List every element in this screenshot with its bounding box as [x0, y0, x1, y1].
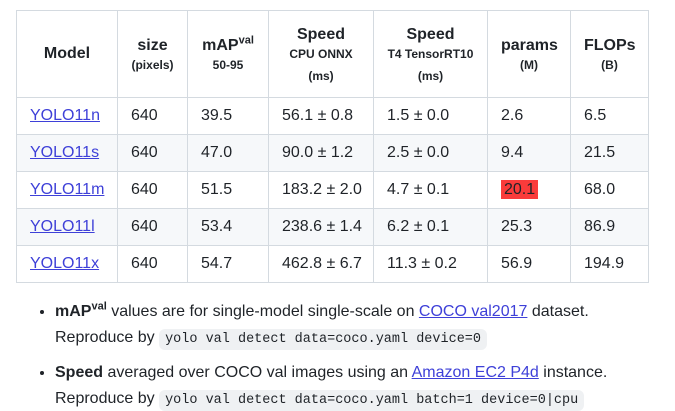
cell-speed-cpu: 462.8 ± 6.7 — [268, 245, 374, 283]
column-header-model: Model — [16, 10, 118, 98]
column-sublabel: (B) — [601, 58, 618, 72]
cell-speed-t4: 6.2 ± 0.1 — [373, 208, 488, 246]
cell-model: YOLO11s — [16, 134, 118, 172]
coco-val2017-link[interactable]: COCO val2017 — [418, 303, 528, 320]
column-label: params — [501, 37, 558, 54]
column-header-map: mAPval 50-95 — [187, 10, 269, 98]
cell-map: 53.4 — [187, 208, 269, 246]
cell-map: 39.5 — [187, 97, 269, 135]
note-text: values are for single-model single-scale… — [106, 303, 419, 320]
column-label: FLOPs — [584, 37, 636, 54]
cell-speed-cpu: 183.2 ± 2.0 — [268, 171, 374, 209]
column-sublabel: (ms) — [308, 69, 334, 83]
cell-flops: 68.0 — [570, 171, 649, 209]
superscript-val: val — [91, 300, 107, 313]
column-label: Speed — [406, 26, 455, 43]
cell-map: 47.0 — [187, 134, 269, 172]
note-map: mAPval values are for single-model singl… — [55, 299, 675, 353]
header-row: Model size (pixels) mAPval 50-95 Speed C… — [16, 10, 649, 98]
column-header-flops: FLOPs (B) — [570, 10, 649, 98]
table-row-yolo11s: YOLO11s 640 47.0 90.0 ± 1.2 2.5 ± 0.0 9.… — [16, 134, 649, 172]
note-text-end: instance. — [538, 364, 608, 381]
cell-map: 51.5 — [187, 171, 269, 209]
model-link-yolo11m[interactable]: YOLO11m — [30, 181, 105, 198]
model-link-yolo11x[interactable]: YOLO11x — [30, 255, 100, 272]
table-row-yolo11x: YOLO11x 640 54.7 462.8 ± 6.7 11.3 ± 0.2 … — [16, 245, 649, 283]
cell-flops: 21.5 — [570, 134, 649, 172]
note-speed: Speed averaged over COCO val images usin… — [55, 360, 675, 411]
reproduce-label: Reproduce by — [55, 390, 160, 407]
note-text: averaged over COCO val images using an — [103, 364, 412, 381]
model-link-yolo11n[interactable]: YOLO11n — [30, 107, 100, 124]
column-sublabel: (pixels) — [131, 58, 174, 72]
cell-size: 640 — [117, 134, 188, 172]
benchmark-table: Model size (pixels) mAPval 50-95 Speed C… — [16, 10, 649, 283]
cell-params: 20.1 — [487, 171, 571, 209]
cell-speed-cpu: 56.1 ± 0.8 — [268, 97, 374, 135]
column-label: size — [137, 37, 168, 54]
column-sublabel: T4 TensorRT10 — [387, 47, 474, 61]
cell-model: YOLO11m — [16, 171, 118, 209]
amazon-ec2-p4d-link[interactable]: Amazon EC2 P4d — [411, 364, 539, 381]
note-term: Speed — [55, 364, 104, 381]
cell-size: 640 — [117, 171, 188, 209]
cell-flops: 86.9 — [570, 208, 649, 246]
reproduce-command: yolo val detect data=coco.yaml device=0 — [159, 329, 488, 350]
model-link-yolo11l[interactable]: YOLO11l — [30, 218, 95, 235]
cell-params: 9.4 — [487, 134, 571, 172]
cell-size: 640 — [117, 208, 188, 246]
column-sublabel: (M) — [520, 58, 538, 72]
cell-speed-cpu: 238.6 ± 1.4 — [268, 208, 374, 246]
column-label: Speed — [296, 26, 345, 43]
cell-params: 25.3 — [487, 208, 571, 246]
table-row-yolo11m: YOLO11m 640 51.5 183.2 ± 2.0 4.7 ± 0.1 2… — [16, 171, 649, 209]
reproduce-command: yolo val detect data=coco.yaml batch=1 d… — [159, 390, 585, 411]
cell-params: 56.9 — [487, 245, 571, 283]
column-label: Model — [43, 45, 91, 62]
cell-speed-cpu: 90.0 ± 1.2 — [268, 134, 374, 172]
note-text-end: dataset. — [527, 303, 589, 320]
column-header-speed-t4: Speed T4 TensorRT10 (ms) — [373, 10, 488, 98]
cell-model: YOLO11l — [16, 208, 118, 246]
table-row-yolo11l: YOLO11l 640 53.4 238.6 ± 1.4 6.2 ± 0.1 2… — [16, 208, 649, 246]
table-row-yolo11n: YOLO11n 640 39.5 56.1 ± 0.8 1.5 ± 0.0 2.… — [16, 97, 649, 135]
cell-speed-t4: 4.7 ± 0.1 — [373, 171, 488, 209]
cell-size: 640 — [117, 245, 188, 283]
highlighted-value: 20.1 — [501, 180, 539, 199]
cell-map: 54.7 — [187, 245, 269, 283]
superscript-val: val — [238, 34, 254, 47]
column-label: mAPval — [202, 34, 254, 54]
column-header-params: params (M) — [487, 10, 571, 98]
column-header-speed-cpu: Speed CPU ONNX (ms) — [268, 10, 374, 98]
cell-speed-t4: 1.5 ± 0.0 — [373, 97, 488, 135]
cell-size: 640 — [117, 97, 188, 135]
model-link-yolo11s[interactable]: YOLO11s — [30, 144, 100, 161]
note-term: mAPval — [55, 300, 107, 320]
cell-model: YOLO11x — [16, 245, 118, 283]
column-sublabel: 50-95 — [212, 58, 244, 72]
column-sublabel: CPU ONNX — [289, 47, 353, 61]
cell-speed-t4: 2.5 ± 0.0 — [373, 134, 488, 172]
cell-model: YOLO11n — [16, 97, 118, 135]
cell-speed-t4: 11.3 ± 0.2 — [373, 245, 488, 283]
column-sublabel: (ms) — [417, 69, 444, 83]
cell-params: 2.6 — [487, 97, 571, 135]
cell-flops: 6.5 — [570, 97, 649, 135]
footnotes-list: mAPval values are for single-model singl… — [16, 299, 675, 411]
cell-flops: 194.9 — [570, 245, 649, 283]
reproduce-label: Reproduce by — [55, 329, 160, 346]
column-header-size: size (pixels) — [117, 10, 188, 98]
